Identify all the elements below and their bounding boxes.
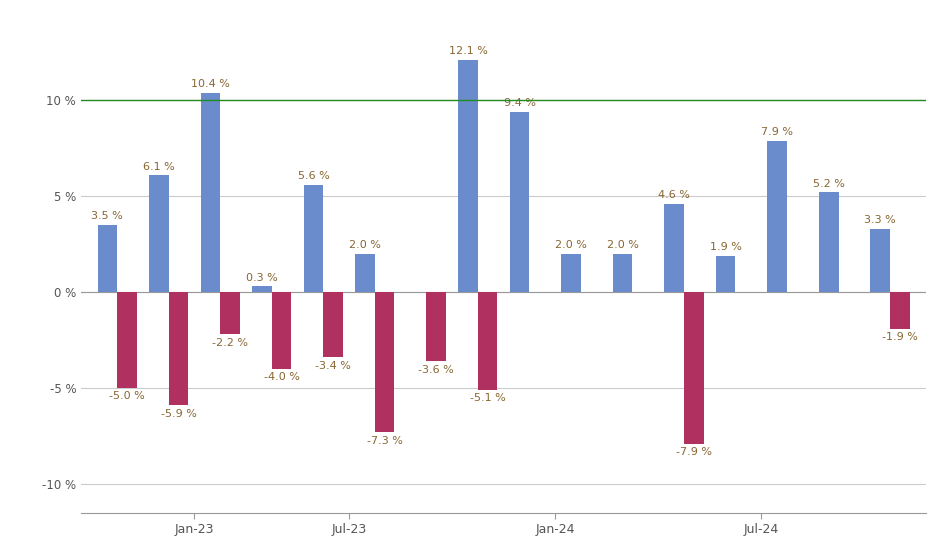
Text: -4.0 %: -4.0 % [263, 372, 300, 382]
Text: -7.9 %: -7.9 % [676, 447, 712, 457]
Bar [427, 292, 446, 361]
Bar [458, 60, 478, 292]
Bar [323, 292, 343, 358]
Bar [665, 204, 684, 292]
Bar [304, 185, 323, 292]
Bar [509, 112, 529, 292]
Bar [220, 292, 240, 334]
Text: -7.3 %: -7.3 % [367, 436, 402, 446]
Text: -5.9 %: -5.9 % [161, 409, 196, 419]
Text: 5.2 %: 5.2 % [813, 179, 845, 189]
Text: 10.4 %: 10.4 % [191, 79, 230, 89]
Text: -5.0 %: -5.0 % [109, 392, 145, 402]
Text: 1.9 %: 1.9 % [710, 242, 742, 252]
Bar [716, 256, 735, 292]
Text: -3.4 %: -3.4 % [315, 361, 351, 371]
Bar [478, 292, 497, 390]
Text: -2.2 %: -2.2 % [212, 338, 248, 348]
Text: -5.1 %: -5.1 % [470, 393, 506, 403]
Text: -1.9 %: -1.9 % [882, 332, 917, 342]
Text: 2.0 %: 2.0 % [606, 240, 638, 250]
Bar [272, 292, 291, 369]
Bar [355, 254, 375, 292]
Bar [168, 292, 188, 405]
Bar [613, 254, 633, 292]
Bar [870, 229, 890, 292]
Bar [200, 92, 220, 292]
Text: 2.0 %: 2.0 % [349, 240, 381, 250]
Text: 7.9 %: 7.9 % [761, 127, 793, 137]
Text: 0.3 %: 0.3 % [246, 273, 278, 283]
Bar [149, 175, 168, 292]
Bar [118, 292, 136, 388]
Text: 5.6 %: 5.6 % [298, 171, 329, 181]
Bar [375, 292, 395, 432]
Text: 9.4 %: 9.4 % [504, 98, 536, 108]
Text: 12.1 %: 12.1 % [448, 47, 488, 57]
Text: 4.6 %: 4.6 % [658, 190, 690, 200]
Bar [561, 254, 581, 292]
Bar [819, 192, 838, 292]
Bar [684, 292, 703, 444]
Text: 3.5 %: 3.5 % [91, 211, 123, 222]
Bar [767, 140, 787, 292]
Text: 6.1 %: 6.1 % [143, 162, 175, 172]
Text: -3.6 %: -3.6 % [418, 365, 454, 375]
Bar [252, 287, 272, 292]
Bar [98, 225, 118, 292]
Text: 2.0 %: 2.0 % [556, 240, 588, 250]
Text: 3.3 %: 3.3 % [865, 215, 896, 226]
Bar [890, 292, 910, 328]
